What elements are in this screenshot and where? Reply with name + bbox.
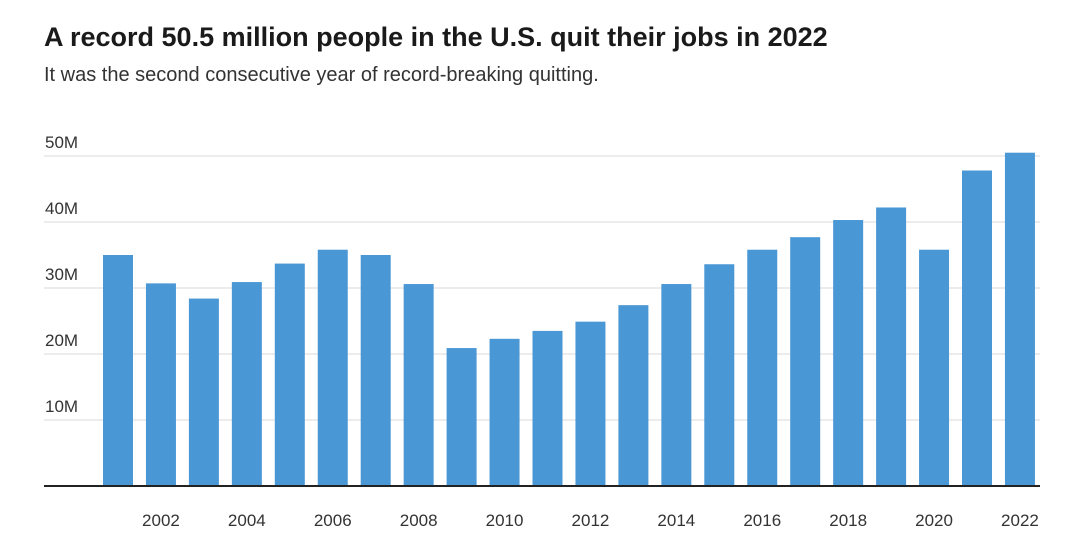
bar-2015: [704, 264, 735, 486]
x-tick-label: 2008: [400, 511, 438, 530]
bar-2012: [575, 321, 606, 486]
y-tick-label: 20M: [45, 331, 78, 350]
bar-2019: [876, 207, 907, 487]
x-tick-label: 2012: [572, 511, 610, 530]
bar-2018: [833, 220, 864, 486]
chart-title: A record 50.5 million people in the U.S.…: [44, 22, 828, 52]
bar-2016: [747, 249, 778, 486]
bar-2009: [446, 348, 477, 486]
bar-2011: [532, 330, 563, 486]
bar-2020: [919, 249, 950, 486]
y-tick-label: 40M: [45, 199, 78, 218]
bar-2006: [317, 249, 348, 486]
bar-2001: [103, 255, 133, 486]
x-tick-label: 2014: [657, 511, 695, 530]
bar-2021: [962, 170, 992, 486]
x-tick-label: 2006: [314, 511, 352, 530]
bar-2008: [403, 284, 434, 486]
bars: [103, 152, 1035, 487]
x-tick-label: 2010: [486, 511, 524, 530]
x-tick-label: 2018: [829, 511, 867, 530]
y-axis-labels: 10M 20M 30M 40M 50M: [45, 133, 78, 416]
bar-2014: [661, 284, 692, 486]
bar-2003: [188, 298, 219, 486]
bar-2010: [489, 338, 520, 486]
bar-2017: [790, 237, 821, 486]
x-tick-label: 2002: [142, 511, 180, 530]
x-tick-label: 2016: [743, 511, 781, 530]
bar-2005: [274, 263, 305, 486]
x-axis-labels: 2002 2004 2006 2008 2010 2012 2014 2016 2018 2020…: [142, 511, 1039, 530]
y-tick-label: 10M: [45, 397, 78, 416]
bar-2013: [618, 305, 649, 486]
bar-2002: [145, 283, 176, 486]
x-tick-label: 2022: [1001, 511, 1039, 530]
bar-2004: [231, 282, 262, 486]
y-tick-label: 30M: [45, 265, 78, 284]
x-tick-label: 2020: [915, 511, 953, 530]
bar-2007: [360, 255, 391, 486]
chart-subtitle: It was the second consecutive year of re…: [44, 64, 599, 86]
bar-2022: [1004, 152, 1035, 486]
x-tick-label: 2004: [228, 511, 266, 530]
y-tick-label: 50M: [45, 133, 78, 152]
